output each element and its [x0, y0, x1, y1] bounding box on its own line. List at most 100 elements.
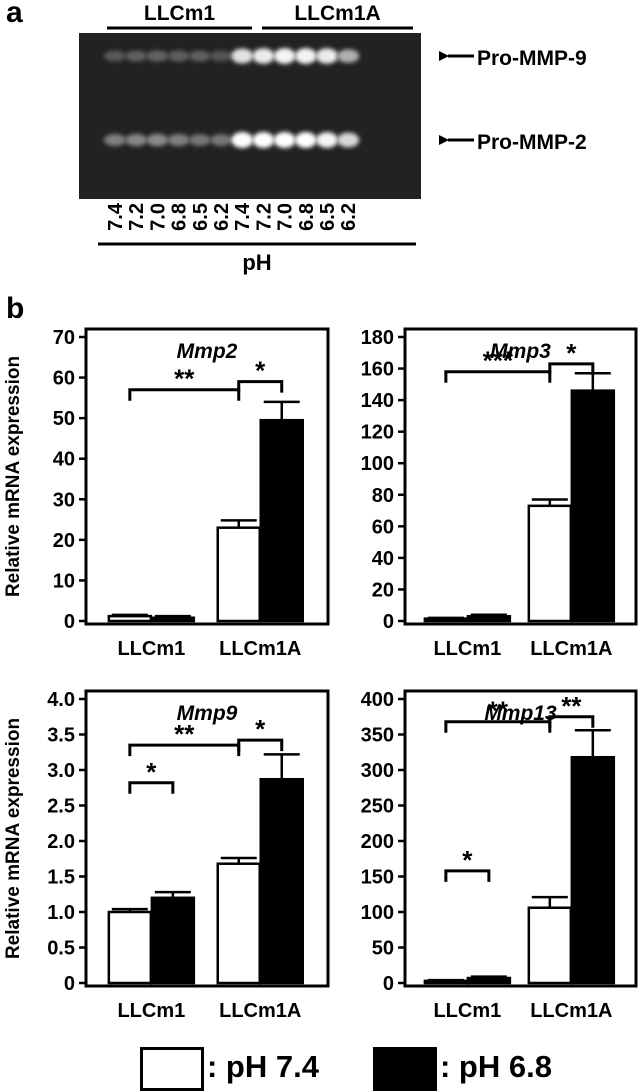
y-tick-label: 250: [361, 796, 394, 818]
gel-band: [273, 48, 296, 64]
lane-label: 7.2: [253, 203, 275, 231]
gel-band: [252, 48, 275, 64]
gel-band: [337, 132, 360, 148]
gel-band: [146, 133, 169, 147]
y-tick-label: 0: [383, 611, 394, 633]
category-label: LLCm1A: [219, 1000, 301, 1022]
y-tick-label: 20: [53, 530, 75, 552]
significance-label: *: [255, 714, 266, 744]
y-tick-label: 10: [53, 570, 75, 592]
gel-band: [210, 50, 232, 62]
gel-band: [231, 132, 254, 148]
bar: [259, 777, 304, 985]
significance-label: *: [566, 338, 577, 368]
lane-label: 6.5: [190, 203, 212, 231]
bar: [216, 526, 261, 623]
significance-label: **: [561, 691, 582, 721]
lane-label: 6.8: [296, 203, 318, 231]
chart-title: Mmp2: [177, 340, 238, 363]
legend-swatch-ph68: [373, 1047, 437, 1091]
gel-band: [231, 48, 254, 64]
y-tick-label: 30: [53, 489, 75, 511]
y-tick-label: 0: [64, 973, 75, 995]
y-tick-label: 1.0: [47, 902, 75, 924]
y-tick-label: 50: [372, 938, 394, 960]
bar: [150, 616, 196, 623]
bar: [107, 910, 153, 985]
category-label: LLCm1: [117, 638, 185, 660]
lane-label: 6.2: [211, 203, 233, 231]
chart-title: Mmp9: [177, 702, 238, 725]
gel-band: [294, 48, 317, 64]
y-tick-label: 50: [53, 408, 75, 430]
y-tick-label: 120: [361, 422, 394, 444]
y-tick-label: 3.5: [47, 725, 75, 747]
bar: [466, 615, 512, 623]
y-tick-label: 70: [53, 327, 75, 349]
lane-label: 7.0: [275, 203, 297, 231]
legend-label-ph74: : pH 7.4: [207, 1049, 319, 1084]
gel-band: [337, 49, 360, 63]
gel-band: [316, 132, 338, 148]
gel-band: [125, 133, 148, 147]
y-tick-label: 2.0: [47, 831, 75, 853]
chart-frame: [403, 689, 638, 988]
gel-band: [167, 50, 190, 62]
y-tick-label: 60: [372, 516, 394, 538]
chart-title: Mmp3: [490, 340, 551, 363]
gel-band: [146, 50, 169, 62]
y-tick-label: 160: [361, 359, 394, 381]
significance-label: **: [488, 696, 509, 726]
band-label: Pro-MMP-2: [477, 131, 587, 154]
bar: [216, 862, 261, 985]
significance-bracket: [548, 715, 595, 728]
panel-b-label: b: [6, 292, 25, 325]
group-label: LLCm1A: [294, 2, 380, 25]
y-tick-label: 80: [372, 485, 394, 507]
y-tick-label: 0: [64, 611, 75, 633]
chart-frame: [84, 689, 330, 988]
category-label: LLCm1A: [530, 638, 612, 660]
significance-label: *: [146, 757, 157, 787]
category-label: LLCm1: [433, 638, 501, 660]
y-tick-label: 2.5: [47, 796, 75, 818]
gel-band: [316, 48, 338, 64]
y-tick-label: 0: [383, 973, 394, 995]
significance-label: *: [255, 356, 266, 386]
bar: [150, 896, 196, 985]
chart-title: Mmp13: [484, 702, 557, 725]
legend-swatch-ph74: [140, 1047, 204, 1091]
y-tick-label: 350: [361, 725, 394, 747]
y-tick-label: 40: [53, 449, 75, 471]
lane-label: 6.8: [169, 203, 191, 231]
y-tick-label: 20: [372, 579, 394, 601]
y-tick-label: 180: [361, 327, 394, 349]
lane-label: 7.4: [232, 202, 254, 231]
category-label: LLCm1: [433, 1000, 501, 1022]
bar: [570, 389, 616, 623]
bar: [107, 614, 153, 623]
lane-label: 6.2: [338, 203, 360, 231]
band-label: Pro-MMP-9: [477, 47, 587, 70]
significance-bracket: [237, 738, 284, 752]
bar: [527, 504, 573, 623]
gel-band: [104, 133, 126, 147]
y-tick-label: 300: [361, 760, 394, 782]
chart-frame: [84, 327, 330, 626]
category-label: LLCm1A: [219, 638, 301, 660]
bar: [466, 976, 512, 985]
y-tick-label: 140: [361, 390, 394, 412]
y-tick-label: 3.0: [47, 760, 75, 782]
gel-band: [294, 132, 317, 148]
ph-axis-label: pH: [242, 250, 271, 275]
lane-label: 7.4: [105, 202, 127, 231]
bar: [570, 755, 616, 985]
significance-bracket: [444, 869, 491, 882]
y-tick-label: 100: [361, 902, 394, 924]
lane-label: 7.0: [147, 203, 169, 231]
category-label: LLCm1: [117, 1000, 185, 1022]
significance-label: ***: [483, 346, 514, 376]
significance-bracket: [237, 380, 284, 393]
